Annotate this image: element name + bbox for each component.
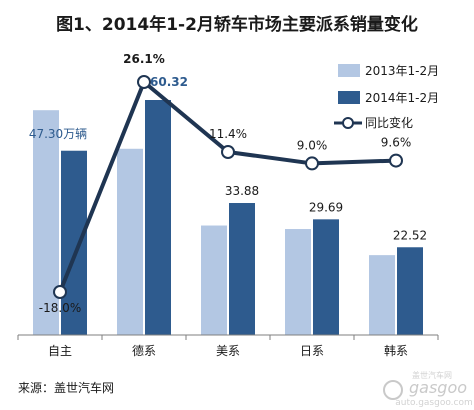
yoy-label-2: 11.4% (209, 127, 247, 141)
yoy-marker-4 (389, 153, 403, 168)
watermark-site: auto.gasgoo.com (395, 398, 473, 408)
watermark-brand: gasgoo (409, 378, 467, 397)
bar-2013-3 (285, 229, 311, 335)
yoy-label-0: -18.0% (39, 301, 81, 315)
watermark-logo: 盖世汽车网 gasgoo auto.gasgoo.com (383, 370, 473, 408)
category-label-1: 德系 (132, 343, 156, 358)
yoy-marker-2 (221, 145, 235, 159)
source-note: 来源：盖世汽车网 (18, 380, 114, 395)
watermark-tagline: 盖世汽车网 (412, 370, 452, 380)
yoy-line-layer: -18.0% 26.1% 11.4% 9.0% 9.6% (39, 52, 411, 315)
x-axis-ticks (17, 335, 439, 340)
bar-value-label-1: 60.32 (150, 75, 188, 89)
bar-2013-4 (369, 255, 395, 335)
legend-swatch-2014 (338, 91, 360, 104)
legend-label-2014: 2014年1-2月 (365, 91, 439, 105)
bar-value-label-2: 33.88 (225, 184, 259, 198)
legend-label-yoy: 同比变化 (365, 115, 413, 130)
bar-2013-2 (201, 225, 227, 335)
yoy-marker-1 (137, 75, 151, 89)
watermark-swirl-icon (383, 380, 403, 400)
bar-2014-4 (397, 247, 423, 335)
chart-title: 图1、2014年1-2月轿车市场主要派系销量变化 (56, 14, 418, 35)
bar-2013-0 (33, 110, 59, 335)
bar-2014-0 (61, 150, 87, 335)
yoy-label-3: 9.0% (297, 138, 328, 152)
category-label-3: 日系 (300, 344, 324, 358)
yoy-marker-3 (305, 156, 319, 171)
yoy-label-1: 26.1% (123, 52, 165, 66)
bar-2014-3 (313, 219, 339, 335)
yoy-label-4: 9.6% (381, 136, 412, 150)
bar-value-label-4: 22.52 (393, 228, 427, 242)
bars-layer (33, 100, 423, 335)
x-axis-categories: 自主 德系 美系 日系 韩系 (48, 343, 408, 358)
bar-labels-layer: 47.30万辆 60.32 33.88 29.69 22.52 (29, 75, 427, 242)
bar-value-label-3: 29.69 (309, 200, 343, 214)
legend: 2013年1-2月 2014年1-2月 同比变化 (334, 64, 439, 130)
bar-2013-1 (117, 148, 143, 335)
bar-2014-2 (229, 203, 255, 335)
legend-swatch-2013 (338, 64, 360, 77)
yoy-marker-0 (53, 285, 67, 299)
category-label-2: 美系 (216, 344, 240, 358)
bar-2014-1 (145, 100, 171, 335)
legend-label-2013: 2013年1-2月 (365, 64, 439, 78)
bar-value-label-0: 47.30万辆 (29, 127, 87, 141)
category-label-0: 自主 (48, 344, 72, 358)
category-label-4: 韩系 (384, 343, 408, 358)
legend-line-marker (342, 117, 354, 129)
